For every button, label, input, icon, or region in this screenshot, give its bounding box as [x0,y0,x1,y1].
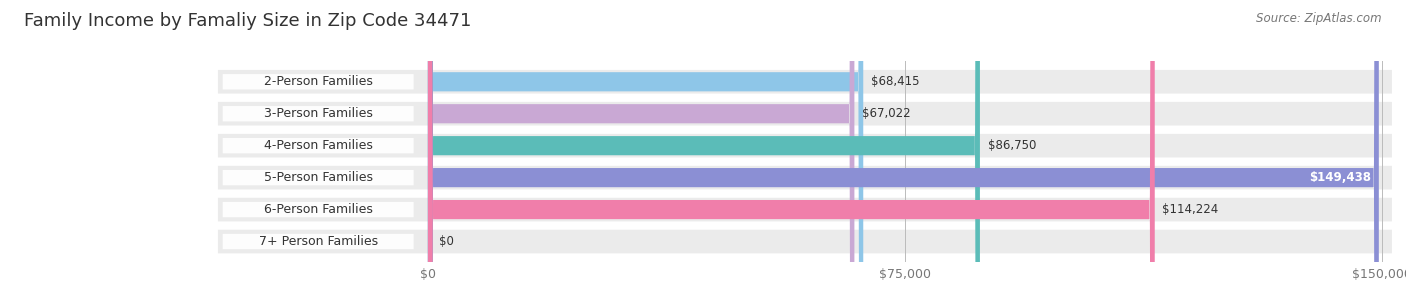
FancyBboxPatch shape [427,0,1379,305]
FancyBboxPatch shape [222,202,413,217]
FancyBboxPatch shape [218,198,1392,221]
Text: 2-Person Families: 2-Person Families [264,75,373,88]
FancyBboxPatch shape [218,102,1392,126]
FancyBboxPatch shape [218,230,1392,253]
Text: $0: $0 [439,235,454,248]
FancyBboxPatch shape [222,170,413,185]
Text: 7+ Person Families: 7+ Person Families [259,235,378,248]
FancyBboxPatch shape [218,166,1392,189]
FancyBboxPatch shape [218,134,1392,157]
Text: $67,022: $67,022 [862,107,911,120]
Text: $114,224: $114,224 [1163,203,1219,216]
Text: $68,415: $68,415 [870,75,920,88]
FancyBboxPatch shape [427,0,855,305]
FancyBboxPatch shape [427,0,1154,305]
FancyBboxPatch shape [222,106,413,121]
Text: Family Income by Famaliy Size in Zip Code 34471: Family Income by Famaliy Size in Zip Cod… [24,12,471,30]
Text: $86,750: $86,750 [987,139,1036,152]
FancyBboxPatch shape [222,234,413,249]
FancyBboxPatch shape [427,0,863,305]
Text: 6-Person Families: 6-Person Families [264,203,373,216]
FancyBboxPatch shape [222,74,413,89]
FancyBboxPatch shape [427,0,980,305]
Text: 4-Person Families: 4-Person Families [264,139,373,152]
Text: $149,438: $149,438 [1309,171,1371,184]
Text: 3-Person Families: 3-Person Families [264,107,373,120]
FancyBboxPatch shape [222,138,413,153]
Text: 5-Person Families: 5-Person Families [264,171,373,184]
Text: Source: ZipAtlas.com: Source: ZipAtlas.com [1257,12,1382,25]
FancyBboxPatch shape [218,70,1392,94]
